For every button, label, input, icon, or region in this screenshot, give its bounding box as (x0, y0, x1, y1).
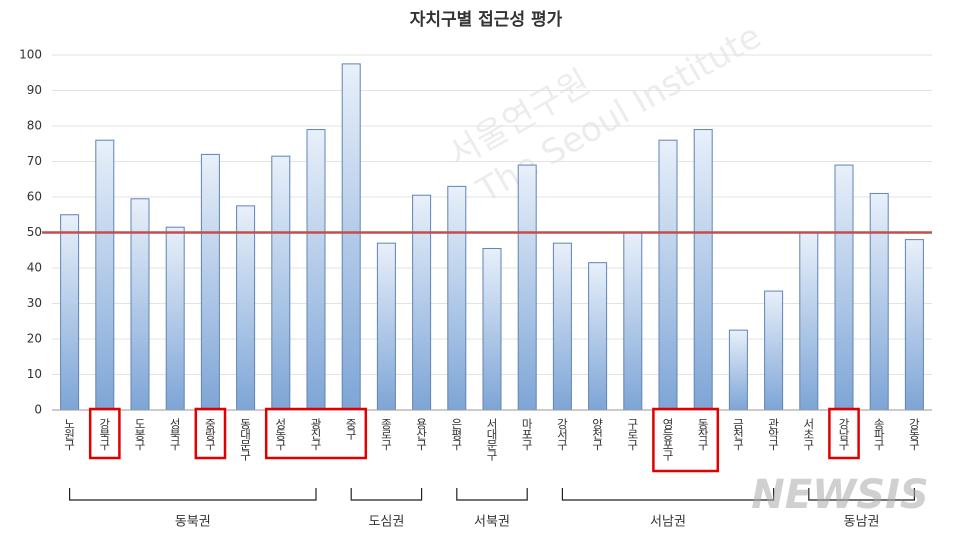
bar (904, 239, 924, 411)
x-tick-label: 도봉구 (133, 418, 147, 450)
bar (60, 214, 80, 411)
group-bracket (808, 488, 915, 501)
bar (271, 155, 291, 411)
bar (376, 242, 396, 411)
bar (306, 129, 326, 411)
chart-title: 자치구별 접근성 평가 (410, 10, 563, 30)
bar (623, 232, 643, 411)
y-tick-label: 80 (27, 119, 42, 133)
group-label: 서북권 (474, 515, 510, 530)
y-tick-label: 100 (19, 48, 42, 62)
x-tick-label: 동작구 (696, 418, 710, 450)
x-tick-label: 노원구 (63, 418, 77, 450)
y-tick-label: 60 (27, 190, 42, 204)
highlight-box (88, 407, 121, 460)
bar (799, 232, 819, 411)
y-tick-label: 70 (27, 154, 42, 168)
x-tick-label: 강서구 (555, 418, 569, 450)
x-tick-label: 성동구 (274, 418, 288, 450)
bar (869, 192, 889, 411)
group-bracket (561, 488, 775, 501)
x-tick-label: 마포구 (520, 418, 534, 450)
bar (200, 153, 220, 411)
x-tick-label: 구로구 (626, 418, 640, 450)
x-tick-label: 영등포구 (661, 418, 675, 461)
bar (693, 129, 713, 411)
x-tick-label: 은평구 (450, 418, 464, 450)
x-tick-label: 동대문구 (239, 418, 253, 461)
x-tick-label: 양천구 (591, 418, 605, 450)
group-label: 동남권 (844, 515, 880, 530)
highlight-box (828, 407, 860, 460)
y-tick-label: 20 (27, 332, 42, 346)
bar (447, 185, 467, 411)
x-tick-label: 서초구 (802, 418, 816, 450)
x-tick-label: 강동구 (907, 418, 921, 450)
highlight-box (194, 407, 227, 460)
group-label: 동북권 (175, 515, 211, 530)
x-tick-label: 관악구 (767, 418, 781, 450)
bar (728, 329, 748, 411)
bar (95, 139, 115, 411)
y-tick-label: 40 (27, 261, 42, 275)
group-bracket (456, 488, 528, 501)
highlight-box (264, 407, 368, 460)
x-tick-label: 성북구 (168, 418, 182, 450)
y-tick-label: 50 (27, 225, 42, 239)
bar (482, 247, 502, 411)
y-tick-label: 30 (27, 296, 42, 310)
group-label: 도심권 (368, 515, 404, 530)
group-bracket (350, 488, 423, 501)
highlight-box (652, 407, 720, 473)
bar (552, 242, 572, 411)
x-tick-label: 송파구 (872, 418, 886, 450)
bar (517, 164, 537, 411)
group-label: 서남권 (650, 515, 686, 530)
bar (658, 139, 678, 411)
y-tick-label: 90 (27, 83, 42, 97)
x-tick-label: 광진구 (309, 418, 323, 450)
x-tick-label: 용산구 (415, 418, 429, 450)
x-tick-label: 강남구 (837, 418, 851, 450)
bar (834, 164, 854, 411)
bar (412, 194, 432, 411)
bar (588, 262, 608, 411)
bar (341, 63, 361, 411)
x-tick-label: 중구 (344, 418, 358, 440)
x-tick-label: 중랑구 (203, 418, 217, 450)
x-tick-label: 강북구 (98, 418, 112, 450)
y-tick-label: 10 (27, 367, 42, 381)
bar (764, 290, 784, 411)
watermark: NEWSIS (751, 472, 928, 518)
x-tick-label: 금천구 (731, 418, 745, 450)
x-tick-label: 종로구 (379, 418, 393, 450)
x-tick-label: 서대문구 (485, 418, 499, 461)
group-bracket (69, 488, 317, 501)
bar (165, 226, 185, 411)
y-tick-label: 0 (34, 403, 42, 417)
bar (236, 205, 256, 411)
bar (130, 198, 150, 411)
